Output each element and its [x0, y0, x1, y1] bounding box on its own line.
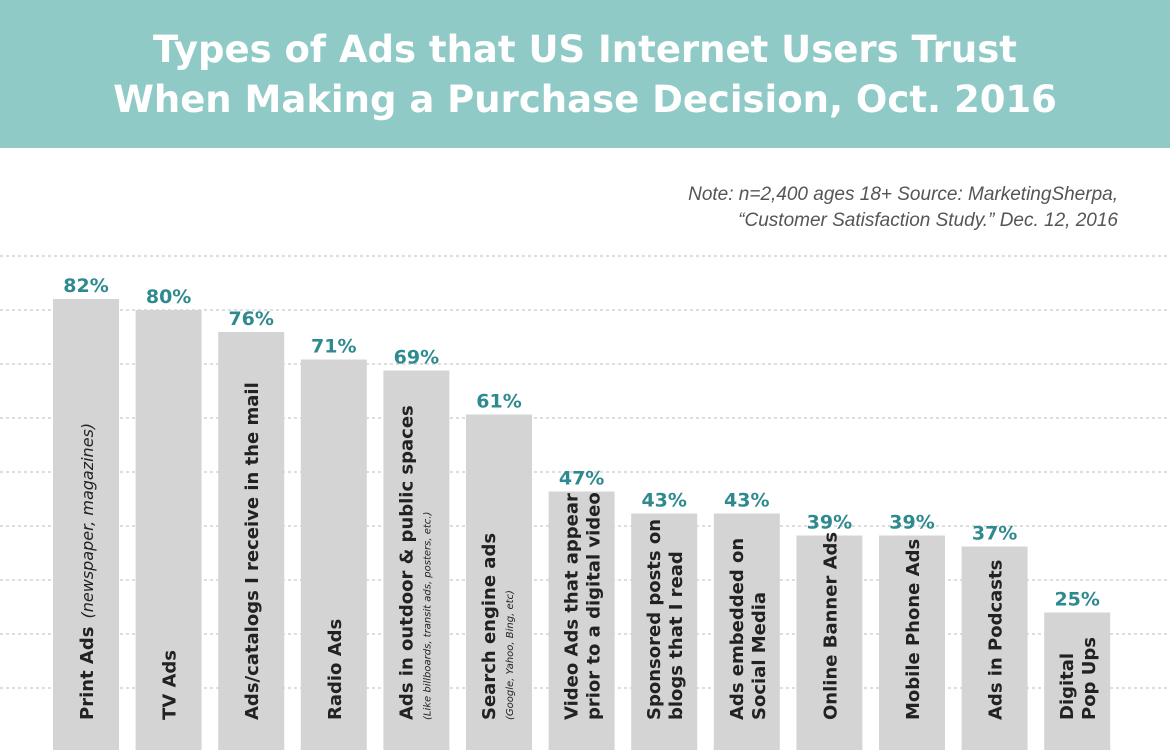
category-text-12: DigitalPop Ups: [1057, 637, 1100, 720]
category-label-4: Ads in outdoor & public spaces (Like bill…: [396, 405, 433, 720]
category-line-7-1: blogs that I read: [666, 551, 687, 720]
category-line-11-0: Ads in Podcasts: [986, 560, 1007, 720]
bar-0: [53, 299, 119, 750]
category-text-2: Ads/catalogs I receive in the mail: [242, 382, 263, 720]
category-label-10: Mobile Phone Ads: [903, 539, 924, 720]
value-label-5: 61%: [476, 391, 521, 413]
category-line-12-0: Digital: [1057, 653, 1078, 720]
category-line-6-0: Video Ads that appear: [562, 493, 583, 720]
category-text-5: Search engine ads: [479, 533, 500, 720]
bar-10: [879, 535, 945, 750]
category-label-9: Online Banner Ads: [820, 532, 841, 720]
category-text-1: TV Ads: [160, 650, 181, 720]
category-text-6: Video Ads that appearprior to a digital …: [562, 492, 605, 720]
value-label-0: 82%: [63, 275, 108, 297]
value-label-2: 76%: [228, 308, 273, 330]
bar-7: [631, 513, 698, 750]
category-line-7-0: Sponsored posts on: [644, 519, 665, 720]
source-note-line-2: “Customer Satisfaction Study.” Dec. 12, …: [738, 210, 1118, 231]
bar-2: [218, 332, 285, 750]
bar-5: [466, 414, 532, 750]
category-label-7: Sponsored posts onblogs that I read: [644, 519, 687, 720]
bar-6: [548, 491, 615, 750]
category-text-9: Online Banner Ads: [820, 532, 841, 720]
category-line-6-1: prior to a digital video: [584, 492, 605, 720]
chart-title-line-2: When Making a Purchase Decision, Oct. 20…: [113, 78, 1057, 121]
category-subnote-4: (Like billboards, transit ads, posters, …: [422, 512, 433, 720]
category-line-8-1: Social Media: [749, 592, 770, 720]
bar-11: [961, 546, 1028, 750]
bar-12: [1044, 612, 1111, 750]
labels: 82% Print Ads (newspaper, magazines) 80% TV …: [63, 275, 1100, 720]
value-label-8: 43%: [724, 490, 769, 512]
category-label-2: Ads/catalogs I receive in the mail: [242, 382, 263, 720]
chart-title-line-1: Types of Ads that US Internet Users Trus…: [153, 28, 1017, 71]
category-label-1: TV Ads: [160, 650, 181, 720]
bar-4: [383, 370, 450, 750]
category-text-0: Print Ads (newspaper, magazines): [77, 423, 98, 720]
value-label-11: 37%: [972, 523, 1017, 545]
category-label-5: Search engine ads (Google, Yahoo, Bing, e…: [479, 533, 516, 720]
category-inline-note-0: (newspaper, magazines): [78, 423, 97, 619]
bar-3: [300, 359, 367, 750]
category-line-9-0: Online Banner Ads: [820, 532, 841, 720]
category-line-0-0: Print Ads: [77, 627, 98, 720]
source-note-line-1: Note: n=2,400 ages 18+ Source: Marketing…: [688, 184, 1118, 205]
category-text-10: Mobile Phone Ads: [903, 539, 924, 720]
category-label-8: Ads embedded onSocial Media: [727, 538, 770, 720]
category-text-7: Sponsored posts onblogs that I read: [644, 519, 687, 720]
value-label-6: 47%: [559, 468, 604, 490]
bar-8: [713, 513, 780, 750]
bar-1: [135, 310, 202, 750]
category-line-3-0: Radio Ads: [325, 619, 346, 720]
value-label-7: 43%: [641, 490, 686, 512]
value-label-12: 25%: [1054, 589, 1099, 611]
category-label-11: Ads in Podcasts: [986, 560, 1007, 720]
value-label-1: 80%: [146, 286, 191, 308]
bars: [53, 299, 1111, 750]
category-line-10-0: Mobile Phone Ads: [903, 539, 924, 720]
bar-9: [796, 535, 863, 750]
category-line-2-0: Ads/catalogs I receive in the mail: [242, 382, 263, 720]
category-line-1-0: TV Ads: [160, 650, 181, 720]
category-text-3: Radio Ads: [325, 619, 346, 720]
value-label-3: 71%: [311, 336, 356, 358]
category-label-12: DigitalPop Ups: [1057, 637, 1100, 720]
category-line-8-0: Ads embedded on: [727, 538, 748, 720]
category-text-8: Ads embedded onSocial Media: [727, 538, 770, 720]
category-text-11: Ads in Podcasts: [986, 560, 1007, 720]
value-label-10: 39%: [889, 512, 934, 534]
value-label-9: 39%: [807, 512, 852, 534]
category-label-3: Radio Ads: [325, 619, 346, 720]
category-label-6: Video Ads that appearprior to a digital …: [562, 492, 605, 720]
category-label-0: Print Ads (newspaper, magazines): [77, 423, 98, 720]
category-text-4: Ads in outdoor & public spaces: [396, 405, 417, 720]
value-label-4: 69%: [394, 347, 439, 369]
category-line-5-0: Search engine ads: [479, 533, 500, 720]
category-line-12-1: Pop Ups: [1079, 637, 1100, 720]
title-banner: Types of Ads that US Internet Users Trus…: [0, 0, 1170, 148]
category-subnote-5: (Google, Yahoo, Bing, etc): [505, 590, 516, 720]
category-line-4-0: Ads in outdoor & public spaces: [396, 405, 417, 720]
